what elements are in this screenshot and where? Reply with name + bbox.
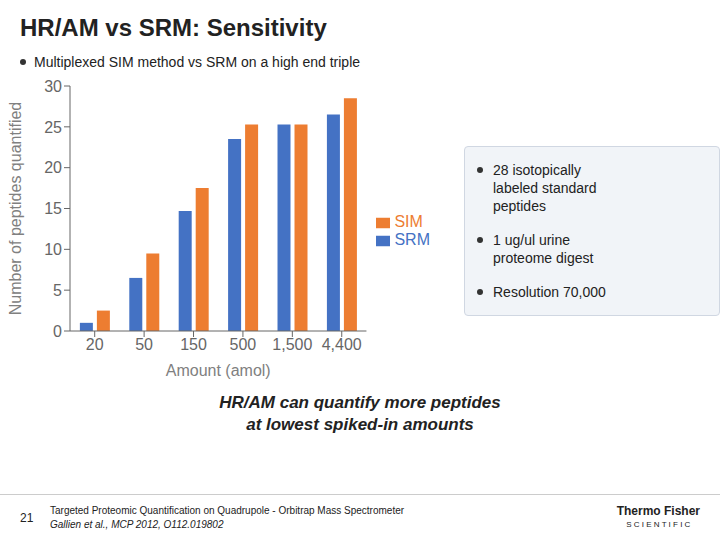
svg-text:Number of peptides quantified: Number of peptides quantified [7,102,24,315]
svg-text:50: 50 [135,336,153,353]
svg-text:4,400: 4,400 [322,336,362,353]
html-text:SRM: SRM [394,231,430,248]
html-text:21: 21 [20,510,34,525]
svg-text:1,500: 1,500 [272,336,312,353]
svg-text:20: 20 [86,336,104,353]
html-text:SIM: SIM [394,213,423,230]
svg-text:0: 0 [53,323,62,340]
html-text:Multiplexed SIM method vs SRM: Multiplexed SIM method vs SRM on a high … [34,54,360,70]
html-text:Gallien et al., MCP 2012, O112: Gallien et al., MCP 2012, O112.019802 [50,518,224,530]
html-text:at lowest spiked-in amounts: at lowest spiked-in amounts [246,415,474,434]
svg-text:25: 25 [44,119,62,136]
svg-text:150: 150 [180,336,207,353]
svg-text:10: 10 [44,241,62,258]
html-text:Resolution 70,000: Resolution 70,000 [493,284,606,300]
html-text:28 isotopically labeled standa: 28 isotopically labeled standard peptide… [493,162,597,214]
html-text:1 ug/ul urine proteome digest: 1 ug/ul urine proteome digest [493,232,594,266]
svg-text:15: 15 [44,200,62,217]
svg-text:500: 500 [230,336,257,353]
svg-text:5: 5 [53,282,62,299]
html-text:HR/AM vs SRM: Sensitivity: HR/AM vs SRM: Sensitivity [20,14,327,41]
html-text:Targeted Proteomic Quantificat: Targeted Proteomic Quantification on Qua… [50,504,405,516]
html-text:HR/AM can quantify more peptid: HR/AM can quantify more peptides [219,393,501,412]
svg-text:Amount (amol): Amount (amol) [166,362,271,379]
svg-text:30: 30 [44,78,62,95]
svg-text:20: 20 [44,159,62,176]
html-text:S C I E N T I F I C: S C I E N T I F I C [626,519,691,529]
html-text:Thermo Fisher: Thermo Fisher [616,503,700,518]
